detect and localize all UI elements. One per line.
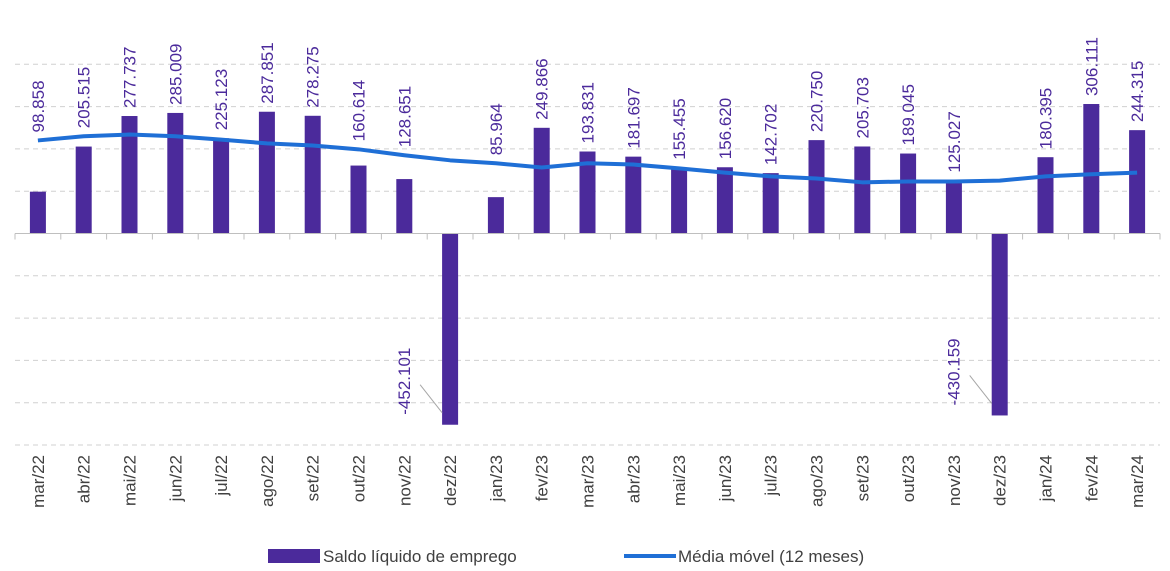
bar (213, 138, 230, 234)
bar (75, 146, 92, 234)
x-tick-label: fev/24 (1082, 455, 1101, 501)
bar (1037, 157, 1054, 234)
leader-line (419, 384, 443, 414)
data-label: 205.515 (75, 67, 94, 128)
bar (442, 233, 459, 425)
x-tick-label: ago/22 (258, 455, 277, 507)
x-tick-label: jan/24 (1037, 455, 1056, 502)
data-label: 287.851 (258, 42, 277, 103)
bar (1129, 130, 1146, 234)
x-tick-label: mai/22 (121, 455, 140, 506)
data-label: 306.111 (1082, 37, 1101, 96)
data-label: -430.159 (945, 338, 964, 405)
x-tick-label: mar/22 (29, 455, 48, 508)
x-tick-label: mai/23 (670, 455, 689, 506)
bar (991, 233, 1008, 416)
x-tick-label: jan/23 (487, 455, 506, 502)
data-label: 180.395 (1037, 88, 1056, 149)
x-tick-label: fev/23 (533, 455, 552, 501)
x-tick-label: abr/22 (75, 455, 94, 503)
bar (396, 179, 413, 234)
data-label: 244.315 (1128, 61, 1147, 122)
bar (487, 197, 504, 234)
bar (29, 191, 46, 234)
data-label: 85.964 (487, 103, 506, 155)
data-label: 160.614 (350, 80, 369, 141)
x-tick-label: jun/22 (166, 455, 185, 502)
data-label: 249.866 (533, 58, 552, 119)
bar (258, 111, 275, 234)
x-tick-label: set/22 (304, 455, 323, 501)
legend-swatch (268, 549, 320, 563)
bar (533, 127, 550, 234)
bar (900, 153, 917, 234)
bar (945, 180, 962, 234)
bar (854, 146, 871, 234)
data-label: 128.651 (395, 86, 414, 147)
bar (304, 115, 321, 234)
data-label: 155.455 (670, 98, 689, 159)
data-label: 156.620 (716, 98, 735, 159)
data-label: 225.123 (212, 69, 231, 130)
bar (121, 116, 138, 234)
x-tick-label: dez/22 (441, 455, 460, 506)
data-label: 277.737 (121, 47, 140, 108)
data-label: 189.045 (899, 84, 918, 145)
leader-line (969, 375, 993, 404)
data-label: -452.101 (395, 348, 414, 415)
x-tick-label: nov/22 (395, 455, 414, 506)
bar (716, 167, 733, 234)
bar (350, 165, 367, 234)
bar (579, 151, 596, 234)
bar (625, 156, 642, 234)
x-tick-label: jul/23 (762, 455, 781, 497)
bar (167, 112, 184, 234)
moving-average-line (37, 132, 1138, 185)
data-label: 220.750 (808, 71, 827, 132)
x-tick-label: out/23 (899, 455, 918, 502)
bar (762, 173, 779, 234)
data-label: 125.027 (945, 111, 964, 172)
x-tick-label: ago/23 (808, 455, 827, 507)
x-tick-label: jul/22 (212, 455, 231, 497)
data-label: 193.831 (579, 82, 598, 143)
data-label: 98.858 (29, 80, 48, 132)
x-tick-label: abr/23 (624, 455, 643, 503)
x-tick-label: set/23 (853, 455, 872, 501)
x-tick-label: mar/23 (579, 455, 598, 508)
x-tick-label: nov/23 (945, 455, 964, 506)
bar (671, 167, 688, 234)
bar (1083, 104, 1100, 234)
bar (808, 140, 825, 234)
data-label: 285.009 (166, 43, 185, 104)
data-label: 278.275 (304, 46, 323, 107)
legend-label: Saldo líquido de emprego (323, 547, 517, 566)
x-tick-label: out/22 (350, 455, 369, 502)
data-label: 181.697 (624, 87, 643, 148)
legend-label: Média móvel (12 meses) (678, 547, 864, 566)
data-label: 142.702 (762, 104, 781, 165)
x-tick-label: jun/23 (716, 455, 735, 502)
x-tick-label: mar/24 (1128, 455, 1147, 508)
x-tick-label: dez/23 (991, 455, 1010, 506)
data-label: 205.703 (853, 77, 872, 138)
